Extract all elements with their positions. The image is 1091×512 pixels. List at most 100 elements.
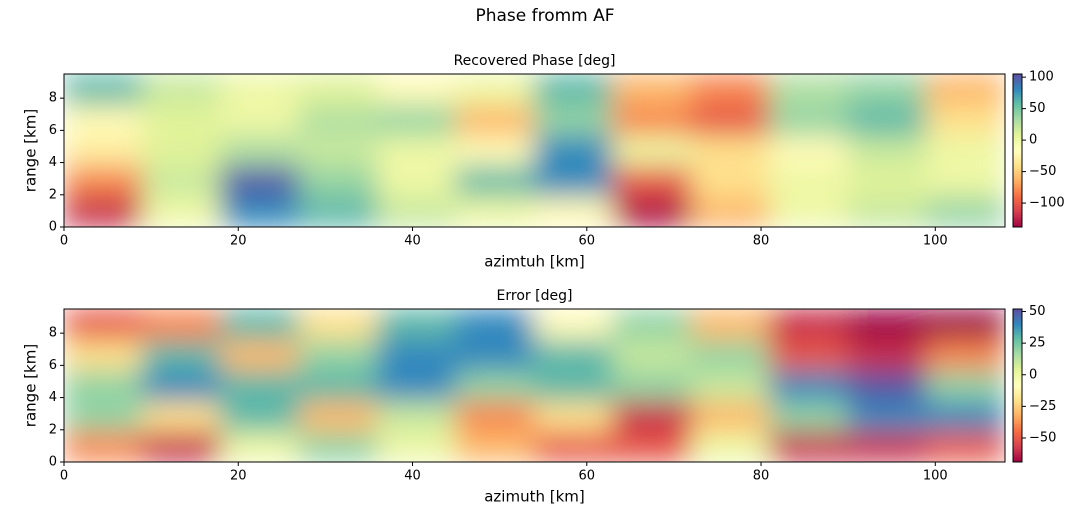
colorbar-segment xyxy=(1013,213,1022,218)
y-tick-label: 6 xyxy=(49,123,57,138)
heatmap-cell xyxy=(690,430,771,462)
colorbar-segment xyxy=(1013,201,1022,205)
heatmap-cell xyxy=(377,195,457,227)
heatmap-cell xyxy=(847,74,928,106)
heatmap-cell xyxy=(926,134,1005,167)
heatmap-cell xyxy=(220,74,300,106)
heatmap-cell xyxy=(220,339,300,371)
heatmap-cell xyxy=(847,104,928,136)
heatmap-cell xyxy=(769,195,849,227)
colorbar-segment xyxy=(1013,400,1022,404)
heatmap-cell xyxy=(926,369,1005,402)
x-tick-label: 0 xyxy=(60,469,68,484)
colorbar-tick-label: 0 xyxy=(1029,367,1037,382)
colorbar-segment xyxy=(1013,104,1022,108)
colorbar-segment xyxy=(1013,109,1022,113)
colorbar-segment xyxy=(1013,397,1022,402)
heatmap-cell xyxy=(455,400,535,432)
colorbar-segment xyxy=(1013,165,1022,169)
colorbar-segment xyxy=(1013,431,1022,435)
heatmap-cell xyxy=(377,165,457,197)
colorbar-segment xyxy=(1013,375,1022,379)
colorbar-segment xyxy=(1013,180,1022,184)
heatmap-cell xyxy=(377,339,457,371)
colorbar-segment xyxy=(1013,142,1022,146)
colorbar-segment xyxy=(1013,334,1022,338)
heatmap-cell xyxy=(690,104,771,136)
colorbar-segment xyxy=(1013,152,1022,156)
colorbar-segment xyxy=(1013,101,1022,105)
colorbar-segment xyxy=(1013,83,1022,88)
heatmap-cell xyxy=(455,104,535,136)
x-axis-label: azimuth [km] xyxy=(484,488,585,506)
colorbar-segment xyxy=(1013,436,1022,440)
colorbar-segment xyxy=(1013,168,1022,172)
colorbar-segment xyxy=(1013,173,1022,177)
heatmap-cell xyxy=(298,339,379,371)
y-axis-label: range [km] xyxy=(22,344,40,427)
colorbar-segment xyxy=(1013,390,1022,394)
heatmap-cell xyxy=(64,104,143,136)
axes-title: Recovered Phase [deg] xyxy=(454,53,616,69)
colorbar-segment xyxy=(1013,73,1022,77)
colorbar-segment xyxy=(1013,339,1022,343)
axes-title: Error [deg] xyxy=(497,288,573,304)
heatmap-cell xyxy=(534,400,614,432)
colorbar-segment xyxy=(1013,410,1022,414)
heatmap-cell xyxy=(377,74,457,106)
heatmap-cell xyxy=(926,309,1005,341)
heatmap-cell xyxy=(455,309,535,341)
heatmap xyxy=(64,74,1005,227)
colorbar-segment xyxy=(1013,311,1022,315)
colorbar-segment xyxy=(1013,446,1022,450)
colorbar-segment xyxy=(1013,385,1022,389)
y-tick-label: 0 xyxy=(49,220,57,235)
colorbar-segment xyxy=(1013,459,1022,463)
colorbar-segment xyxy=(1013,111,1022,116)
y-tick-label: 8 xyxy=(49,91,57,106)
heatmap-cell xyxy=(690,134,771,167)
colorbar-segment xyxy=(1013,198,1022,202)
colorbar-segment xyxy=(1013,443,1022,447)
colorbar-tick-label: 25 xyxy=(1029,336,1046,351)
colorbar-segment xyxy=(1013,183,1022,187)
colorbar-tick-label: −50 xyxy=(1029,164,1056,179)
heatmap-cell xyxy=(847,369,928,402)
colorbar-segment xyxy=(1013,405,1022,409)
heatmap-cell xyxy=(690,400,771,432)
colorbar-segment xyxy=(1013,216,1022,220)
colorbar-segment xyxy=(1013,451,1022,455)
heatmap-cell xyxy=(298,195,379,227)
heatmap-cell xyxy=(926,430,1005,462)
colorbar-frame xyxy=(1012,73,1023,228)
colorbar-tick-label: −100 xyxy=(1029,196,1065,211)
heatmap-cell xyxy=(769,369,849,402)
x-tick-label: 60 xyxy=(579,469,596,484)
colorbar-segment xyxy=(1013,211,1022,215)
colorbar-segment xyxy=(1013,96,1022,100)
colorbar-segment xyxy=(1013,134,1022,139)
heatmap-cell xyxy=(220,309,300,341)
heatmap-cell xyxy=(612,430,692,462)
colorbar-segment xyxy=(1013,162,1022,167)
heatmap-cell xyxy=(612,134,692,167)
colorbar-segment xyxy=(1013,352,1022,356)
heatmap-cell xyxy=(455,74,535,106)
heatmap-cell xyxy=(769,339,849,371)
colorbar-segment xyxy=(1013,178,1022,182)
heatmap-cell xyxy=(847,339,928,371)
heatmap-cell xyxy=(534,104,614,136)
heatmap-cell xyxy=(64,74,143,106)
colorbar-segment xyxy=(1013,426,1022,430)
colorbar-tick-label: 100 xyxy=(1029,70,1054,85)
heatmap-cell xyxy=(926,165,1005,197)
heatmap-cell xyxy=(769,74,849,106)
colorbar-segment xyxy=(1013,122,1022,126)
colorbar-segment xyxy=(1013,185,1022,190)
colorbar-segment xyxy=(1013,188,1022,192)
heatmap-cell xyxy=(298,74,379,106)
axes-frame xyxy=(63,73,1006,228)
colorbar-segment xyxy=(1013,124,1022,128)
heatmap-cell xyxy=(220,165,300,197)
colorbar-segment xyxy=(1013,415,1022,419)
